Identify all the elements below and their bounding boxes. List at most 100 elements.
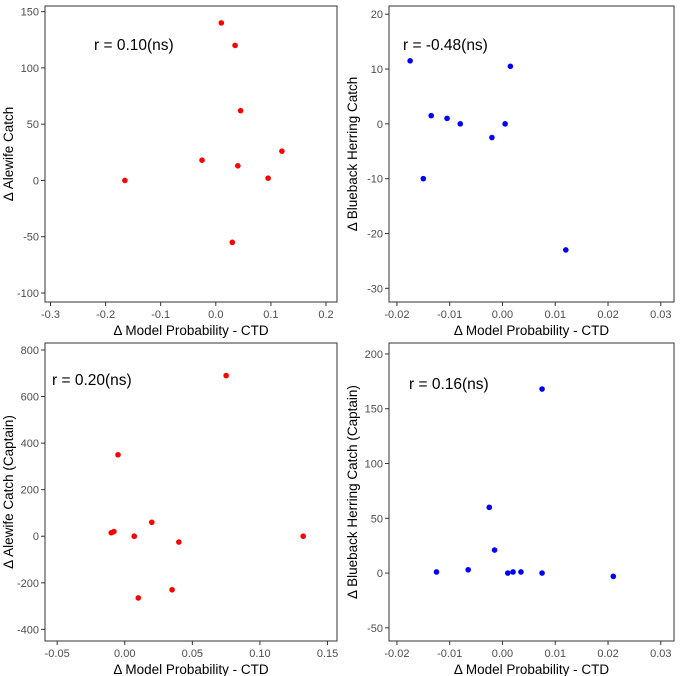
correlation-annotation-blueback-herring-captain: r = 0.16(ns) bbox=[409, 376, 489, 393]
y-tick-label-alewife: 100 bbox=[21, 63, 39, 75]
panel-blueback-herring-captain: -0.02 -0.01 0.00 0.01 0.02 0.03 -50 0 50 100 150 20… bbox=[345, 342, 675, 676]
y-tick-label-alewife-captain: -400 bbox=[17, 624, 39, 636]
x-axis-title-blueback-herring-captain: Δ Model Probability - CTD bbox=[454, 662, 610, 676]
y-axis-title-alewife-captain: Δ Alewife Catch (Captain) bbox=[1, 415, 16, 569]
x-tick-label-blueback-herring: 0.03 bbox=[650, 309, 671, 321]
x-tick-label-alewife: 0.0 bbox=[208, 309, 223, 321]
y-tick-label-alewife: -50 bbox=[23, 232, 39, 244]
y-tick-label-blueback-herring: -30 bbox=[367, 283, 383, 295]
y-tick-label-alewife-captain: -200 bbox=[17, 578, 39, 590]
x-tick-label-blueback-herring: -0.01 bbox=[437, 309, 462, 321]
x-tick-label-alewife-captain: 0.05 bbox=[182, 648, 203, 660]
y-tick-label-blueback-herring: 0 bbox=[377, 119, 383, 131]
correlation-annotation-alewife-captain: r = 0.20(ns) bbox=[52, 372, 132, 389]
data-point-blueback-herring bbox=[428, 112, 435, 119]
data-point-alewife-captain bbox=[176, 539, 182, 545]
x-axis-title-alewife: Δ Model Probability - CTD bbox=[113, 323, 269, 338]
x-tick-label-alewife: 0.2 bbox=[318, 309, 333, 321]
data-point-alewife-captain bbox=[169, 586, 175, 593]
plot-frame-alewife-captain bbox=[44, 342, 338, 642]
data-point-blueback-herring bbox=[407, 58, 413, 64]
data-point-alewife bbox=[122, 177, 128, 184]
x-tick-label-blueback-herring-captain: 0.00 bbox=[492, 648, 513, 660]
x-tick-label-alewife: -0.2 bbox=[96, 309, 115, 321]
data-point-alewife-captain bbox=[131, 533, 138, 540]
y-tick-label-blueback-herring-captain: -50 bbox=[367, 623, 383, 635]
x-tick-label-alewife-captain: 0.15 bbox=[317, 648, 338, 660]
data-point-alewife bbox=[199, 157, 205, 163]
data-point-blueback-herring-captain bbox=[610, 573, 617, 580]
data-point-blueback-herring bbox=[502, 121, 508, 127]
y-axis-title-alewife: Δ Alewife Catch bbox=[1, 107, 16, 202]
data-point-alewife bbox=[265, 175, 271, 181]
y-tick-label-alewife-captain: 200 bbox=[21, 485, 39, 497]
x-tick-label-alewife-captain: 0.10 bbox=[249, 648, 270, 660]
panel-alewife: -0.3 -0.2 -0.1 0.0 0.1 0.2 -100 -50 0 50 100 150 Δ M… bbox=[1, 5, 338, 338]
y-tick-label-alewife-captain: 0 bbox=[33, 531, 39, 543]
data-point-blueback-herring bbox=[444, 115, 450, 122]
data-point-blueback-herring bbox=[489, 134, 495, 141]
x-axis-title-alewife-captain: Δ Model Probability - CTD bbox=[113, 662, 269, 676]
x-tick-label-blueback-herring: 0.01 bbox=[545, 309, 566, 321]
data-point-blueback-herring bbox=[420, 175, 427, 182]
correlation-annotation-blueback-herring: r = -0.48(ns) bbox=[403, 37, 488, 54]
y-tick-label-alewife-captain: 400 bbox=[21, 438, 39, 450]
y-axis-title-blueback-herring: Δ Blueback Herring Catch bbox=[345, 77, 360, 232]
x-tick-label-blueback-herring: 0.02 bbox=[597, 309, 618, 321]
y-tick-label-blueback-herring-captain: 200 bbox=[365, 349, 383, 361]
data-point-alewife bbox=[229, 239, 236, 246]
panel-alewife-captain: -0.05 0.00 0.05 0.10 0.15 -400 -200 0 200 400 600 8… bbox=[1, 342, 338, 676]
data-point-blueback-herring bbox=[507, 63, 514, 70]
data-point-alewife-captain bbox=[223, 372, 229, 379]
y-tick-label-blueback-herring-captain: 50 bbox=[371, 513, 383, 525]
x-tick-label-blueback-herring: -0.02 bbox=[384, 309, 409, 321]
data-point-alewife bbox=[218, 20, 225, 26]
y-tick-label-alewife: 0 bbox=[33, 175, 39, 187]
data-point-alewife-captain bbox=[148, 519, 155, 526]
x-tick-label-alewife-captain: 0.00 bbox=[114, 648, 135, 660]
data-point-blueback-herring bbox=[457, 121, 464, 127]
x-tick-label-blueback-herring-captain: -0.02 bbox=[384, 648, 409, 660]
data-point-alewife-captain bbox=[115, 451, 121, 458]
data-point-blueback-herring-captain bbox=[465, 566, 471, 573]
data-point-alewife bbox=[235, 163, 241, 169]
x-tick-label-alewife-captain: -0.05 bbox=[45, 648, 70, 660]
y-tick-label-blueback-herring: 20 bbox=[371, 9, 383, 21]
y-tick-label-alewife: -100 bbox=[17, 288, 39, 300]
y-tick-label-blueback-herring: -10 bbox=[367, 174, 383, 186]
data-point-blueback-herring-captain bbox=[433, 569, 440, 575]
y-tick-label-blueback-herring: 10 bbox=[371, 64, 383, 76]
x-tick-label-blueback-herring-captain: 0.02 bbox=[597, 648, 618, 660]
y-axis-title-blueback-herring-captain: Δ Blueback Herring Catch (Captain) bbox=[345, 385, 360, 599]
x-tick-label-alewife: -0.3 bbox=[41, 309, 60, 321]
data-point-alewife-captain bbox=[111, 528, 117, 535]
data-point-blueback-herring bbox=[563, 247, 569, 253]
plot-frame-blueback-herring-captain bbox=[388, 342, 675, 642]
y-tick-label-alewife: 150 bbox=[21, 7, 39, 19]
correlation-annotation-alewife: r = 0.10(ns) bbox=[94, 37, 174, 54]
panel-blueback-herring: -0.02 -0.01 0.00 0.01 0.02 0.03 -30 -20 -10 0 10 20… bbox=[345, 5, 675, 338]
y-tick-label-blueback-herring-captain: 100 bbox=[365, 459, 383, 471]
x-tick-label-blueback-herring: 0.00 bbox=[492, 309, 513, 321]
data-point-blueback-herring-captain bbox=[486, 504, 493, 511]
data-point-blueback-herring-captain bbox=[504, 570, 511, 576]
data-point-blueback-herring-captain bbox=[539, 386, 545, 392]
y-tick-label-alewife-captain: 800 bbox=[21, 345, 39, 357]
x-tick-label-blueback-herring-captain: -0.01 bbox=[437, 648, 462, 660]
data-point-blueback-herring-captain bbox=[491, 547, 498, 553]
data-point-blueback-herring-captain bbox=[539, 570, 545, 576]
y-tick-label-blueback-herring-captain: 0 bbox=[377, 568, 383, 580]
x-tick-label-alewife: -0.1 bbox=[151, 309, 170, 321]
data-point-alewife bbox=[232, 42, 238, 49]
y-tick-label-alewife: 50 bbox=[27, 119, 39, 131]
x-tick-label-alewife: 0.1 bbox=[263, 309, 278, 321]
data-point-alewife bbox=[279, 148, 285, 154]
plot-frame-blueback-herring bbox=[388, 5, 675, 303]
data-point-blueback-herring-captain bbox=[518, 569, 524, 575]
plot-frame-alewife bbox=[44, 5, 338, 303]
x-tick-label-blueback-herring-captain: 0.03 bbox=[650, 648, 671, 660]
x-axis-title-blueback-herring: Δ Model Probability - CTD bbox=[454, 323, 610, 338]
y-tick-label-blueback-herring: -20 bbox=[367, 228, 383, 240]
data-point-alewife-captain bbox=[300, 533, 307, 540]
